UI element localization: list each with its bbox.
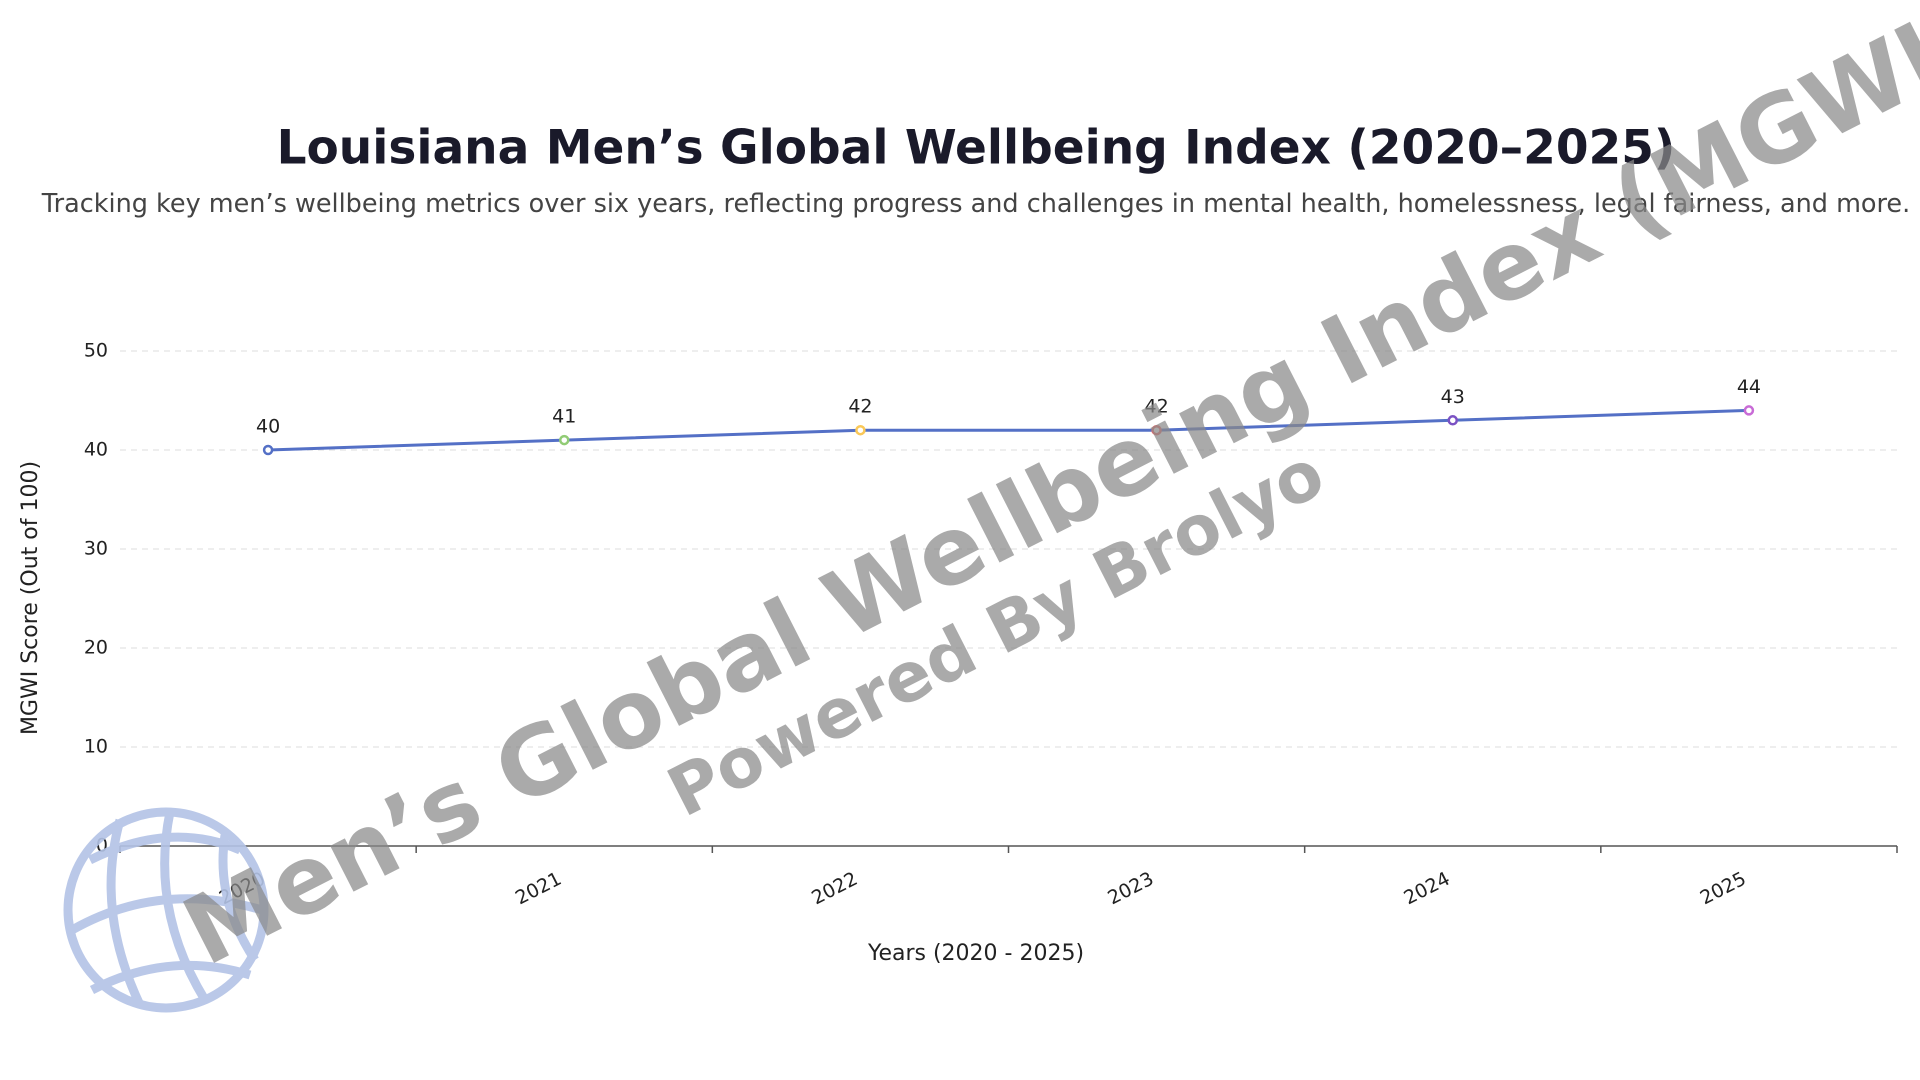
data-label: 43 [1441, 386, 1465, 408]
line [268, 408, 1749, 452]
data-point [559, 434, 570, 446]
data-point [1447, 415, 1458, 426]
data-label: 44 [1737, 376, 1761, 398]
x-tick-label: 2023 [1104, 868, 1157, 910]
data-label: 42 [848, 396, 872, 418]
data-label: 42 [1144, 396, 1168, 418]
data-point [1151, 424, 1162, 436]
x-tick-label: 2024 [1400, 868, 1453, 910]
x-tick-label: 2021 [512, 868, 565, 910]
data-label: 41 [552, 406, 576, 428]
chart-subtitle: Tracking key men’s wellbeing metrics ove… [41, 189, 1910, 219]
y-tick-label: 10 [84, 736, 108, 758]
y-axis-title: MGWI Score (Out of 100) [18, 461, 43, 735]
y-tick-label: 40 [84, 439, 108, 461]
y-tick-label: 30 [84, 538, 108, 560]
x-tick-label: 2022 [808, 868, 861, 910]
y-tick-label: 20 [84, 637, 108, 659]
globe-icon [63, 807, 269, 1013]
x-axis-title: Years (2020 - 2025) [867, 941, 1084, 966]
data-point [855, 424, 866, 436]
chart-title: Louisiana Men’s Global Wellbeing Index (… [277, 121, 1676, 176]
x-tick-label: 2025 [1697, 868, 1750, 910]
data-point [1743, 405, 1755, 416]
data-point [262, 444, 274, 456]
data-label: 40 [256, 416, 280, 438]
y-tick-label: 50 [84, 340, 108, 362]
